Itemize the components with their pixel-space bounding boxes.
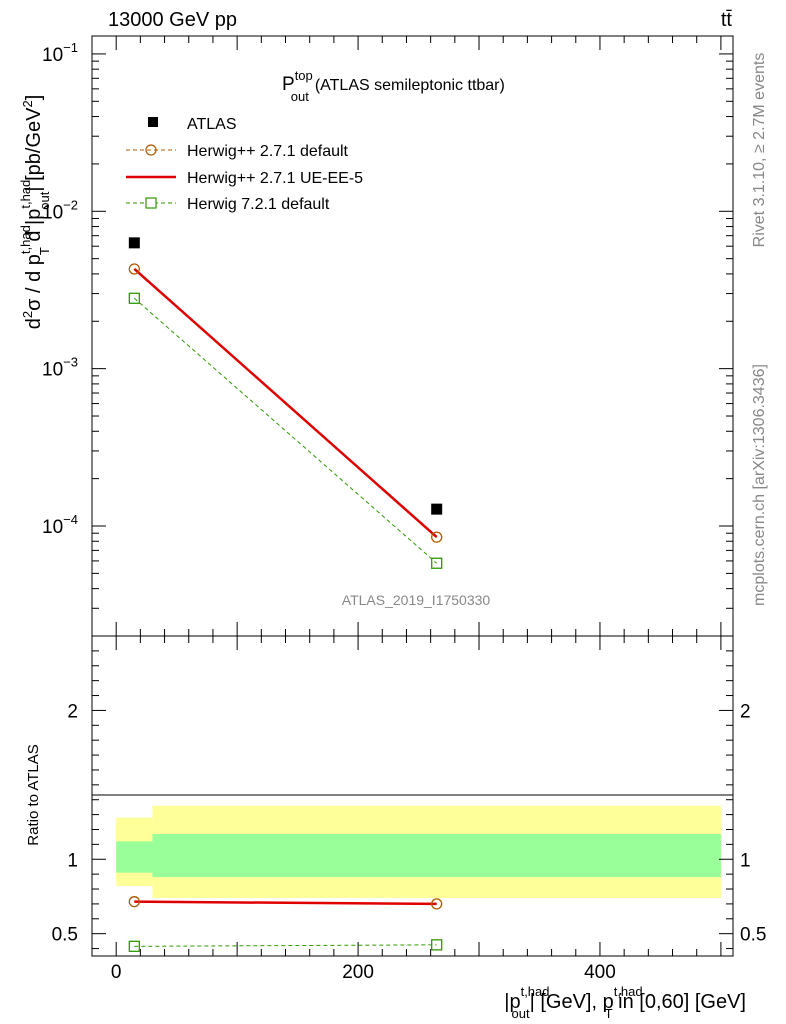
energy-label: 13000 GeV pp <box>108 9 237 31</box>
legend-label-atlas: ATLAS <box>187 116 237 133</box>
uncertainty-bands <box>116 805 721 898</box>
main-series-line-2 <box>133 268 438 539</box>
rivet-label: Rivet 3.1.10, ≥ 2.7M events <box>751 53 768 248</box>
ratio-y-tick-label-left: 1 <box>67 850 78 871</box>
ratio-series-markers <box>128 896 443 952</box>
legend-marker-herwig-default <box>145 144 157 156</box>
ratio-axis-ticks <box>92 636 733 956</box>
ratio-y-tick-label-left: 0.5 <box>52 925 78 946</box>
main-y-tick-labels: 10−1 10−2 10−3 10−4 <box>42 40 78 538</box>
ratio-y-tick-labels: 0.5 0.5 1 1 2 2 <box>52 701 767 945</box>
x-tick-label: 0 <box>111 962 122 983</box>
x-tick-label: 400 <box>584 962 616 983</box>
x-axis-label: |pt,had out| [GeV], pt,had T in [0,60] [Ge… <box>504 984 746 1021</box>
x-tick-labels: 0 200 400 <box>111 962 616 983</box>
ratio-y-tick-label-right: 1 <box>740 850 751 871</box>
legend: ATLAS Herwig++ 2.7.1 default Herwig++ 2.… <box>126 116 363 213</box>
uncertainty-band-inner <box>152 833 721 878</box>
main-point-1 <box>128 263 140 275</box>
ratio-series-line-1 <box>134 900 437 906</box>
ratio-point-0 <box>128 896 140 908</box>
chart-title: Ptop out(ATLAS semileptonic ttbar) <box>282 68 505 104</box>
main-point-0 <box>128 237 140 249</box>
legend-label-herwig-default: Herwig++ 2.7.1 default <box>187 143 349 160</box>
process-label: tt̄ <box>721 9 733 31</box>
main-point-1 <box>431 531 443 543</box>
main-series-line-3 <box>134 297 438 564</box>
main-y-tick-label: 10−4 <box>42 512 78 538</box>
main-point-3 <box>128 292 140 304</box>
ratio-y-tick-label-left: 2 <box>67 701 78 722</box>
ratio-series-line-2 <box>134 944 437 947</box>
ratio-y-axis-label: Ratio to ATLAS <box>25 744 42 845</box>
legend-label-herwig-ue: Herwig++ 2.7.1 UE-EE-5 <box>187 170 363 187</box>
legend-label-herwig7: Herwig 7.2.1 default <box>187 196 330 213</box>
ratio-point-2 <box>128 940 140 952</box>
uncertainty-band-inner <box>116 841 153 873</box>
ratio-y-tick-label-right: 2 <box>740 701 751 722</box>
x-tick-label: 200 <box>342 962 374 983</box>
main-y-tick-label: 10−1 <box>42 40 78 66</box>
analysis-label: ATLAS_2019_I1750330 <box>342 592 491 608</box>
main-y-axis-label: d2σ / d pt,had T d |pt,had out| [pb/GeV2] <box>18 95 52 330</box>
ratio-point-0 <box>431 898 443 910</box>
mcplots-label: mcplots.cern.ch [arXiv:1306.3436] <box>751 364 768 606</box>
main-series-lines <box>133 268 438 564</box>
main-axis-ticks <box>92 36 733 637</box>
main-y-tick-label: 10−2 <box>42 197 78 223</box>
main-y-tick-label: 10−3 <box>42 355 78 381</box>
main-point-0 <box>431 503 443 515</box>
main-series-markers <box>128 237 443 569</box>
ratio-series-lines <box>134 900 437 947</box>
legend-marker-atlas <box>148 117 158 127</box>
ratio-panel: 0.5 0.5 1 1 2 2 0 200 400 Ratio to ATLAS |pt,ha… <box>25 635 767 1021</box>
legend-marker-herwig7 <box>145 197 157 209</box>
main-point-3 <box>431 557 443 569</box>
main-panel: 10−1 10−2 10−3 10−4 Ptop out(ATLAS semilepto… <box>18 35 734 637</box>
ratio-frame <box>91 635 734 957</box>
ratio-point-2 <box>431 939 443 951</box>
ratio-y-tick-label-right: 0.5 <box>740 925 766 946</box>
